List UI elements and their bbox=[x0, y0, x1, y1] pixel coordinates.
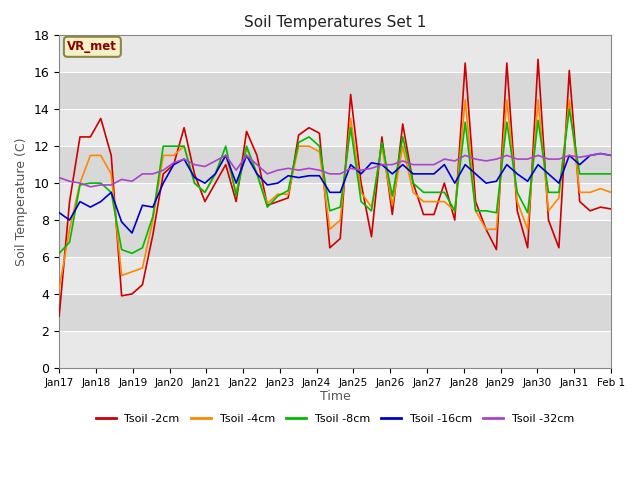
Bar bbox=[59, 257, 611, 294]
Tsoil -32cm bbox=[55, 175, 63, 180]
Tsoil -32cm bbox=[607, 153, 615, 158]
Title: Soil Temperatures Set 1: Soil Temperatures Set 1 bbox=[244, 15, 426, 30]
Line: Tsoil -8cm: Tsoil -8cm bbox=[59, 109, 611, 253]
Bar bbox=[59, 220, 611, 257]
Bar bbox=[59, 36, 611, 72]
Tsoil -4cm bbox=[357, 190, 365, 195]
Tsoil -8cm bbox=[55, 251, 63, 256]
Tsoil -4cm bbox=[607, 190, 615, 195]
Bar bbox=[59, 331, 611, 368]
Tsoil -8cm bbox=[607, 171, 615, 177]
Tsoil -2cm bbox=[607, 206, 615, 212]
Tsoil -2cm bbox=[430, 212, 438, 217]
Tsoil -16cm bbox=[399, 162, 406, 168]
Tsoil -4cm bbox=[378, 144, 386, 149]
Tsoil -2cm bbox=[357, 180, 365, 186]
Tsoil -16cm bbox=[596, 151, 604, 156]
Tsoil -2cm bbox=[264, 203, 271, 208]
Tsoil -2cm bbox=[149, 232, 157, 238]
Tsoil -16cm bbox=[440, 162, 448, 168]
Tsoil -2cm bbox=[534, 57, 542, 62]
Legend: Tsoil -2cm, Tsoil -4cm, Tsoil -8cm, Tsoil -16cm, Tsoil -32cm: Tsoil -2cm, Tsoil -4cm, Tsoil -8cm, Tsoi… bbox=[91, 410, 579, 429]
Text: VR_met: VR_met bbox=[67, 40, 117, 53]
Line: Tsoil -32cm: Tsoil -32cm bbox=[59, 154, 611, 187]
Tsoil -2cm bbox=[55, 313, 63, 319]
Tsoil -16cm bbox=[274, 180, 282, 186]
Line: Tsoil -16cm: Tsoil -16cm bbox=[59, 154, 611, 233]
Tsoil -16cm bbox=[55, 210, 63, 216]
Tsoil -16cm bbox=[367, 160, 375, 166]
X-axis label: Time: Time bbox=[319, 390, 351, 403]
Line: Tsoil -4cm: Tsoil -4cm bbox=[59, 100, 611, 288]
Tsoil -32cm bbox=[596, 151, 604, 156]
Tsoil -4cm bbox=[430, 199, 438, 204]
Tsoil -8cm bbox=[388, 193, 396, 199]
Bar bbox=[59, 109, 611, 146]
Tsoil -16cm bbox=[607, 153, 615, 158]
Tsoil -32cm bbox=[440, 156, 448, 162]
Tsoil -4cm bbox=[55, 286, 63, 291]
Tsoil -2cm bbox=[388, 212, 396, 217]
Bar bbox=[59, 294, 611, 331]
Tsoil -4cm bbox=[149, 217, 157, 223]
Bar bbox=[59, 183, 611, 220]
Bar bbox=[59, 72, 611, 109]
Tsoil -16cm bbox=[128, 230, 136, 236]
Tsoil -8cm bbox=[566, 107, 573, 112]
Tsoil -8cm bbox=[430, 190, 438, 195]
Tsoil -4cm bbox=[388, 203, 396, 208]
Tsoil -4cm bbox=[461, 97, 469, 103]
Tsoil -2cm bbox=[378, 134, 386, 140]
Tsoil -8cm bbox=[378, 140, 386, 145]
Tsoil -16cm bbox=[159, 180, 167, 186]
Line: Tsoil -2cm: Tsoil -2cm bbox=[59, 60, 611, 316]
Tsoil -32cm bbox=[399, 158, 406, 164]
Tsoil -32cm bbox=[367, 166, 375, 171]
Y-axis label: Soil Temperature (C): Soil Temperature (C) bbox=[15, 137, 28, 266]
Tsoil -32cm bbox=[274, 168, 282, 173]
Tsoil -8cm bbox=[357, 199, 365, 204]
Tsoil -8cm bbox=[149, 214, 157, 219]
Bar bbox=[59, 146, 611, 183]
Tsoil -32cm bbox=[388, 162, 396, 168]
Tsoil -4cm bbox=[264, 201, 271, 206]
Tsoil -32cm bbox=[86, 184, 94, 190]
Tsoil -16cm bbox=[388, 171, 396, 177]
Tsoil -32cm bbox=[159, 168, 167, 173]
Tsoil -8cm bbox=[264, 204, 271, 210]
